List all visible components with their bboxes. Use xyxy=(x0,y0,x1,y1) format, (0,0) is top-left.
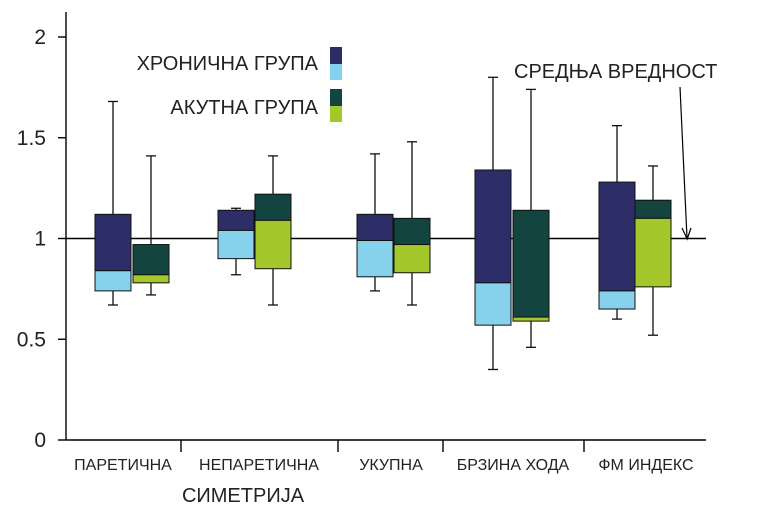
box-upper-quartile xyxy=(474,169,512,284)
box-lower-quartile xyxy=(634,217,672,288)
category-labels: ПАРЕТИЧНА НЕПАРЕТИЧНА УКУПНА БРЗИНА ХОДА ФМ … xyxy=(74,457,693,474)
box-upper-quartile xyxy=(132,244,170,276)
x-category-label: НЕПАРЕТИЧНА xyxy=(199,457,319,474)
legend-swatch-upper xyxy=(330,89,342,106)
reference-annotation: СРЕДЊА ВРЕДНОСТ xyxy=(514,61,717,241)
x-category-label: БРЗИНА ХОДА xyxy=(457,457,570,474)
legend-label: АКУТНА ГРУПА xyxy=(170,97,318,119)
boxes xyxy=(94,76,672,371)
box-lower-quartile xyxy=(132,274,170,284)
legend-label: ХРОНИЧНА ГРУПА xyxy=(137,53,319,75)
box-lower-quartile xyxy=(393,244,431,274)
x-axis-title: СИМЕТРИЈА xyxy=(182,485,305,507)
box-upper-quartile xyxy=(512,209,550,318)
y-tick-label: 0 xyxy=(34,429,46,452)
box-lower-quartile xyxy=(356,240,394,278)
y-tick-label: 2 xyxy=(34,26,46,49)
box-lower-quartile xyxy=(598,290,636,310)
x-category-label: УКУПНА xyxy=(359,457,423,474)
box-upper-quartile xyxy=(254,193,292,221)
y-tick-label: 1.5 xyxy=(17,127,46,150)
x-category-label: ПАРЕТИЧНА xyxy=(74,457,172,474)
reference-line-label: СРЕДЊА ВРЕДНОСТ xyxy=(514,61,717,83)
box-lower-quartile xyxy=(512,316,550,322)
box-upper-quartile xyxy=(94,213,132,272)
box-lower-quartile xyxy=(217,229,255,260)
y-tick-label: 0.5 xyxy=(17,328,46,351)
box-lower-quartile xyxy=(254,219,292,270)
box-upper-quartile xyxy=(393,217,431,246)
annotation-arrow-head xyxy=(681,227,692,241)
annotation-arrow-shaft xyxy=(679,86,688,239)
y-tick-label: 1 xyxy=(34,228,46,251)
axes: 0 0.5 1 1.5 2 xyxy=(17,12,706,452)
box-upper-quartile xyxy=(598,181,636,292)
box-upper-quartile xyxy=(217,209,255,231)
legend-swatch-lower xyxy=(330,106,342,122)
legend: ХРОНИЧНА ГРУПА АКУТНА ГРУПА xyxy=(137,47,342,122)
box-lower-quartile xyxy=(94,270,132,292)
box-upper-quartile xyxy=(356,213,394,242)
box-lower-quartile xyxy=(474,282,512,326)
legend-swatch-lower xyxy=(330,64,342,80)
x-category-label: ФМ ИНДЕКС xyxy=(598,457,693,474)
legend-swatch-upper xyxy=(330,47,342,64)
box-upper-quartile xyxy=(634,199,672,219)
